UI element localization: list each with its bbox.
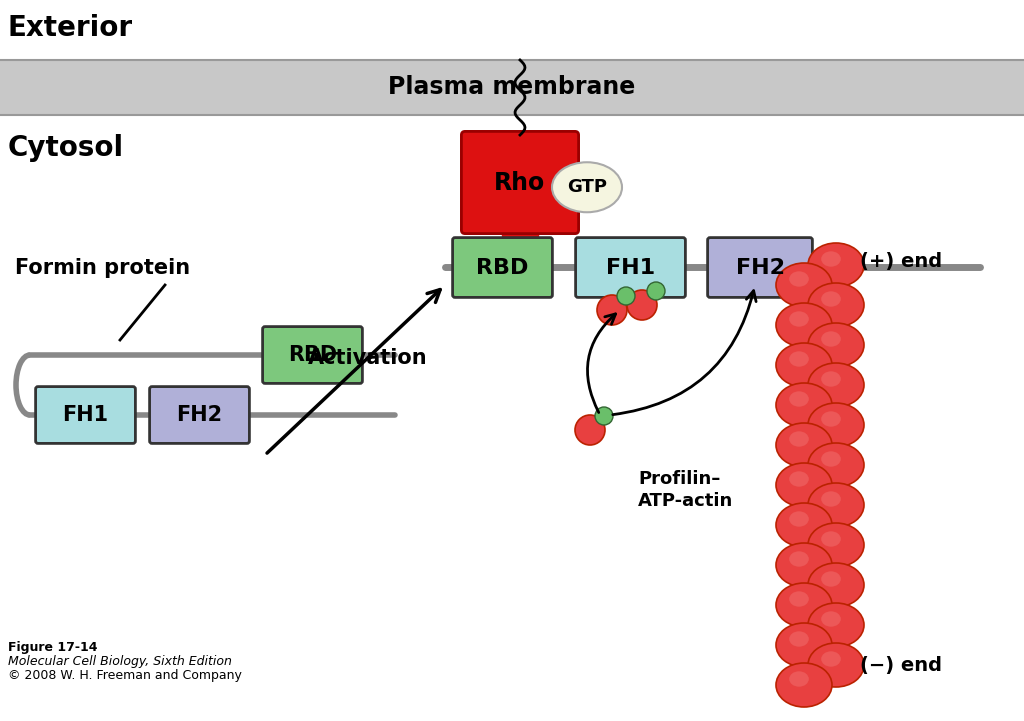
Ellipse shape	[808, 643, 864, 687]
Ellipse shape	[821, 571, 841, 587]
Ellipse shape	[808, 443, 864, 487]
Text: Formin protein: Formin protein	[15, 258, 190, 278]
Ellipse shape	[821, 332, 841, 347]
Ellipse shape	[776, 383, 831, 427]
Ellipse shape	[808, 563, 864, 607]
Ellipse shape	[776, 303, 831, 347]
Ellipse shape	[776, 263, 831, 307]
Text: RBD: RBD	[476, 257, 528, 278]
Ellipse shape	[790, 472, 809, 487]
Text: FH1: FH1	[62, 405, 109, 425]
Text: (+) end: (+) end	[860, 252, 942, 272]
Ellipse shape	[790, 351, 809, 367]
Ellipse shape	[790, 392, 809, 407]
Ellipse shape	[790, 552, 809, 567]
FancyBboxPatch shape	[36, 386, 135, 443]
Text: Exterior: Exterior	[8, 14, 133, 42]
Ellipse shape	[597, 295, 627, 325]
Ellipse shape	[790, 591, 809, 606]
Ellipse shape	[808, 483, 864, 527]
Ellipse shape	[808, 323, 864, 367]
FancyBboxPatch shape	[462, 131, 579, 234]
FancyBboxPatch shape	[575, 238, 685, 297]
Text: Plasma membrane: Plasma membrane	[388, 75, 636, 99]
Ellipse shape	[627, 290, 657, 320]
FancyBboxPatch shape	[150, 386, 250, 443]
Text: FH2: FH2	[176, 405, 222, 425]
Text: FH2: FH2	[735, 257, 784, 278]
Ellipse shape	[617, 287, 635, 305]
FancyBboxPatch shape	[262, 327, 362, 384]
Ellipse shape	[821, 252, 841, 267]
Text: GTP: GTP	[567, 178, 607, 196]
Bar	[0, 60, 1024, 115]
Ellipse shape	[808, 243, 864, 287]
Ellipse shape	[790, 271, 809, 287]
Ellipse shape	[776, 663, 831, 707]
Text: RBD: RBD	[288, 345, 337, 365]
Ellipse shape	[821, 611, 841, 627]
Ellipse shape	[776, 423, 831, 467]
Ellipse shape	[821, 651, 841, 667]
Text: Activation: Activation	[308, 348, 428, 368]
Text: Profilin–
ATP-actin: Profilin– ATP-actin	[638, 470, 733, 510]
Ellipse shape	[821, 451, 841, 466]
Ellipse shape	[790, 511, 809, 527]
Ellipse shape	[808, 403, 864, 447]
Ellipse shape	[776, 543, 831, 587]
FancyBboxPatch shape	[453, 238, 552, 297]
Text: Molecular Cell Biology, Sixth Edition: Molecular Cell Biology, Sixth Edition	[8, 655, 231, 668]
Ellipse shape	[776, 463, 831, 507]
Text: Figure 17-14: Figure 17-14	[8, 642, 97, 655]
Ellipse shape	[790, 311, 809, 327]
Ellipse shape	[821, 491, 841, 507]
Ellipse shape	[790, 431, 809, 447]
Ellipse shape	[776, 343, 831, 387]
Ellipse shape	[808, 283, 864, 327]
Ellipse shape	[552, 162, 622, 212]
Text: (−) end: (−) end	[860, 655, 942, 675]
Ellipse shape	[808, 523, 864, 567]
Ellipse shape	[808, 363, 864, 407]
Ellipse shape	[647, 282, 665, 300]
Text: © 2008 W. H. Freeman and Company: © 2008 W. H. Freeman and Company	[8, 670, 242, 683]
Ellipse shape	[575, 415, 605, 445]
Ellipse shape	[821, 531, 841, 547]
Ellipse shape	[790, 632, 809, 647]
Ellipse shape	[821, 411, 841, 427]
Text: FH1: FH1	[606, 257, 655, 278]
Text: Rho: Rho	[495, 170, 546, 195]
FancyBboxPatch shape	[708, 238, 812, 297]
Ellipse shape	[808, 603, 864, 647]
Ellipse shape	[776, 503, 831, 547]
Ellipse shape	[595, 407, 613, 425]
Ellipse shape	[821, 371, 841, 386]
Ellipse shape	[776, 623, 831, 667]
Ellipse shape	[821, 291, 841, 306]
Ellipse shape	[790, 671, 809, 686]
Ellipse shape	[776, 583, 831, 627]
Text: Cytosol: Cytosol	[8, 134, 124, 162]
